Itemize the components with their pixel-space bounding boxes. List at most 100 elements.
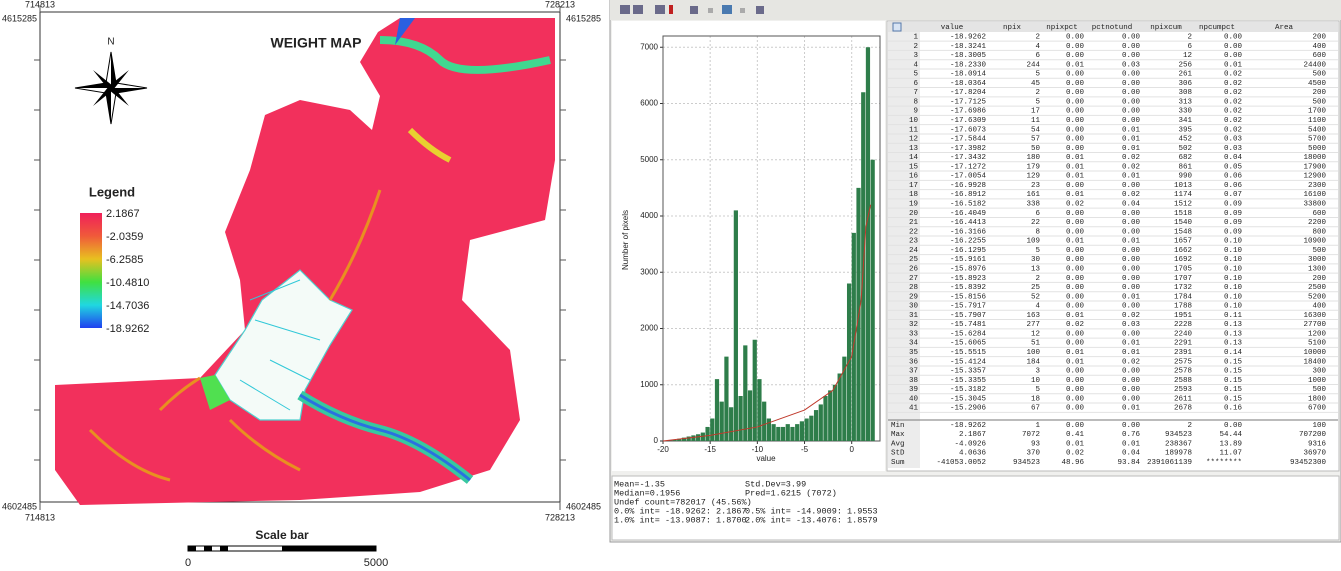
bar <box>752 339 757 441</box>
summary-cell: 93 <box>1031 440 1041 448</box>
column-header[interactable]: npcumpct <box>1199 24 1235 32</box>
row-number: 4 <box>913 61 918 69</box>
table-cell: 0.04 <box>1122 201 1141 209</box>
table-cell: -15.4124 <box>950 358 987 366</box>
table-cell: 0.00 <box>1066 71 1085 79</box>
table-cell: 256 <box>1178 61 1192 69</box>
bar <box>823 396 828 441</box>
table-cell: 5 <box>1035 386 1040 394</box>
table-cell: 5 <box>1035 98 1040 106</box>
table-cell: 0.00 <box>1122 368 1141 376</box>
table-cell: 1657 <box>1174 238 1192 246</box>
summary-cell: 0.00 <box>1224 422 1243 430</box>
table-cell: -17.1272 <box>950 163 986 171</box>
column-header[interactable]: value <box>941 24 964 32</box>
summary-cell: 0.02 <box>1066 450 1084 458</box>
table-cell: 0.00 <box>1122 330 1141 338</box>
table-cell: 0.02 <box>1066 321 1084 329</box>
table-cell: 500 <box>1312 247 1326 255</box>
table-cell: 3 <box>1035 368 1040 376</box>
row-number: 38 <box>909 377 918 385</box>
table-cell: 0.00 <box>1122 71 1141 79</box>
table-cell: 0.02 <box>1224 80 1242 88</box>
bar <box>813 410 819 441</box>
table-cell: 400 <box>1312 43 1326 51</box>
toolbar-icons[interactable] <box>620 5 764 14</box>
table-cell: 0.01 <box>1122 340 1141 348</box>
column-header[interactable]: npixcum <box>1150 24 1182 32</box>
window <box>609 0 1341 543</box>
table-cell: 395 <box>1178 126 1192 134</box>
table-cell: 0.00 <box>1122 43 1141 51</box>
table-cell: 1300 <box>1308 265 1327 273</box>
summary-cell: -4.0926 <box>954 440 986 448</box>
bar <box>766 418 771 441</box>
corner-icon[interactable] <box>892 22 902 32</box>
table-cell: 45 <box>1031 80 1041 88</box>
summary-cell: 4.0636 <box>959 450 987 458</box>
table-cell: 2 <box>1187 33 1192 41</box>
table-cell: 0.01 <box>1122 136 1141 144</box>
table-cell: 0.15 <box>1224 358 1243 366</box>
table-cell: 0.13 <box>1224 321 1243 329</box>
column-header[interactable]: npixpct <box>1046 24 1078 32</box>
row-number: 17 <box>909 182 918 190</box>
table-cell: 2 <box>1035 89 1040 97</box>
table-cell: 25 <box>1031 284 1041 292</box>
table-cell: -15.7481 <box>950 321 987 329</box>
table-cell: 5 <box>1035 247 1040 255</box>
table-cell: 308 <box>1178 89 1192 97</box>
legend-label: -10.4810 <box>106 277 149 289</box>
table-cell: 0.01 <box>1066 238 1085 246</box>
table-cell: 0.00 <box>1122 247 1141 255</box>
legend-label: -14.7036 <box>106 300 149 312</box>
bar <box>747 390 753 441</box>
bar <box>686 436 691 441</box>
table-cell: 17900 <box>1303 163 1326 171</box>
table-cell: 1200 <box>1308 330 1327 338</box>
table-cell: -17.0054 <box>950 173 987 181</box>
column-header[interactable]: Area <box>1275 24 1294 32</box>
bar <box>724 356 729 441</box>
table-cell: 10900 <box>1303 238 1326 246</box>
coord-label: 714813 <box>25 0 55 9</box>
table-cell: 0.10 <box>1224 284 1243 292</box>
y-tick-label: 4000 <box>640 211 658 220</box>
table-cell: 338 <box>1026 201 1040 209</box>
table-cell: 0.00 <box>1066 293 1085 301</box>
table-cell: 0.15 <box>1224 377 1243 385</box>
table-cell: 0.14 <box>1224 349 1243 357</box>
table-cell: 0.00 <box>1122 98 1141 106</box>
table-cell: -18.0914 <box>950 71 987 79</box>
table-cell: 0.15 <box>1224 386 1243 394</box>
table-cell: 12 <box>1031 330 1040 338</box>
table-cell: 0.00 <box>1122 303 1141 311</box>
statistics: Mean=-1.35 Std.Dev=3.99 Median=0.1956 Pred=… <box>614 479 878 525</box>
bar <box>795 424 800 441</box>
column-header[interactable]: pctnotund <box>1092 24 1133 32</box>
table-cell: 0.02 <box>1224 126 1242 134</box>
table-cell: 0.15 <box>1224 368 1243 376</box>
table-cell: 6700 <box>1308 405 1327 413</box>
column-header[interactable]: npix <box>1003 24 1022 32</box>
table-cell: 502 <box>1178 145 1192 153</box>
table-cell: 0.09 <box>1224 228 1242 236</box>
map-title: WEIGHT MAP <box>271 35 362 51</box>
row-number: 30 <box>909 303 919 311</box>
bar <box>809 415 814 441</box>
table-cell: 0.00 <box>1066 275 1085 283</box>
x-tick-label: -15 <box>704 445 716 454</box>
table-cell: 0.02 <box>1122 191 1140 199</box>
table-cell: 24400 <box>1303 61 1326 69</box>
bar <box>799 421 805 441</box>
table-cell: -15.6065 <box>950 340 987 348</box>
table-cell: 1705 <box>1174 265 1193 273</box>
table-cell: -17.3432 <box>950 154 986 162</box>
table-cell: 0.02 <box>1122 154 1140 162</box>
table-cell: -18.9262 <box>950 33 986 41</box>
table-cell: 277 <box>1026 321 1040 329</box>
table-cell: -15.3355 <box>950 377 987 385</box>
table-cell: -15.3357 <box>950 368 986 376</box>
bar <box>733 210 738 441</box>
row-number: 12 <box>909 136 918 144</box>
